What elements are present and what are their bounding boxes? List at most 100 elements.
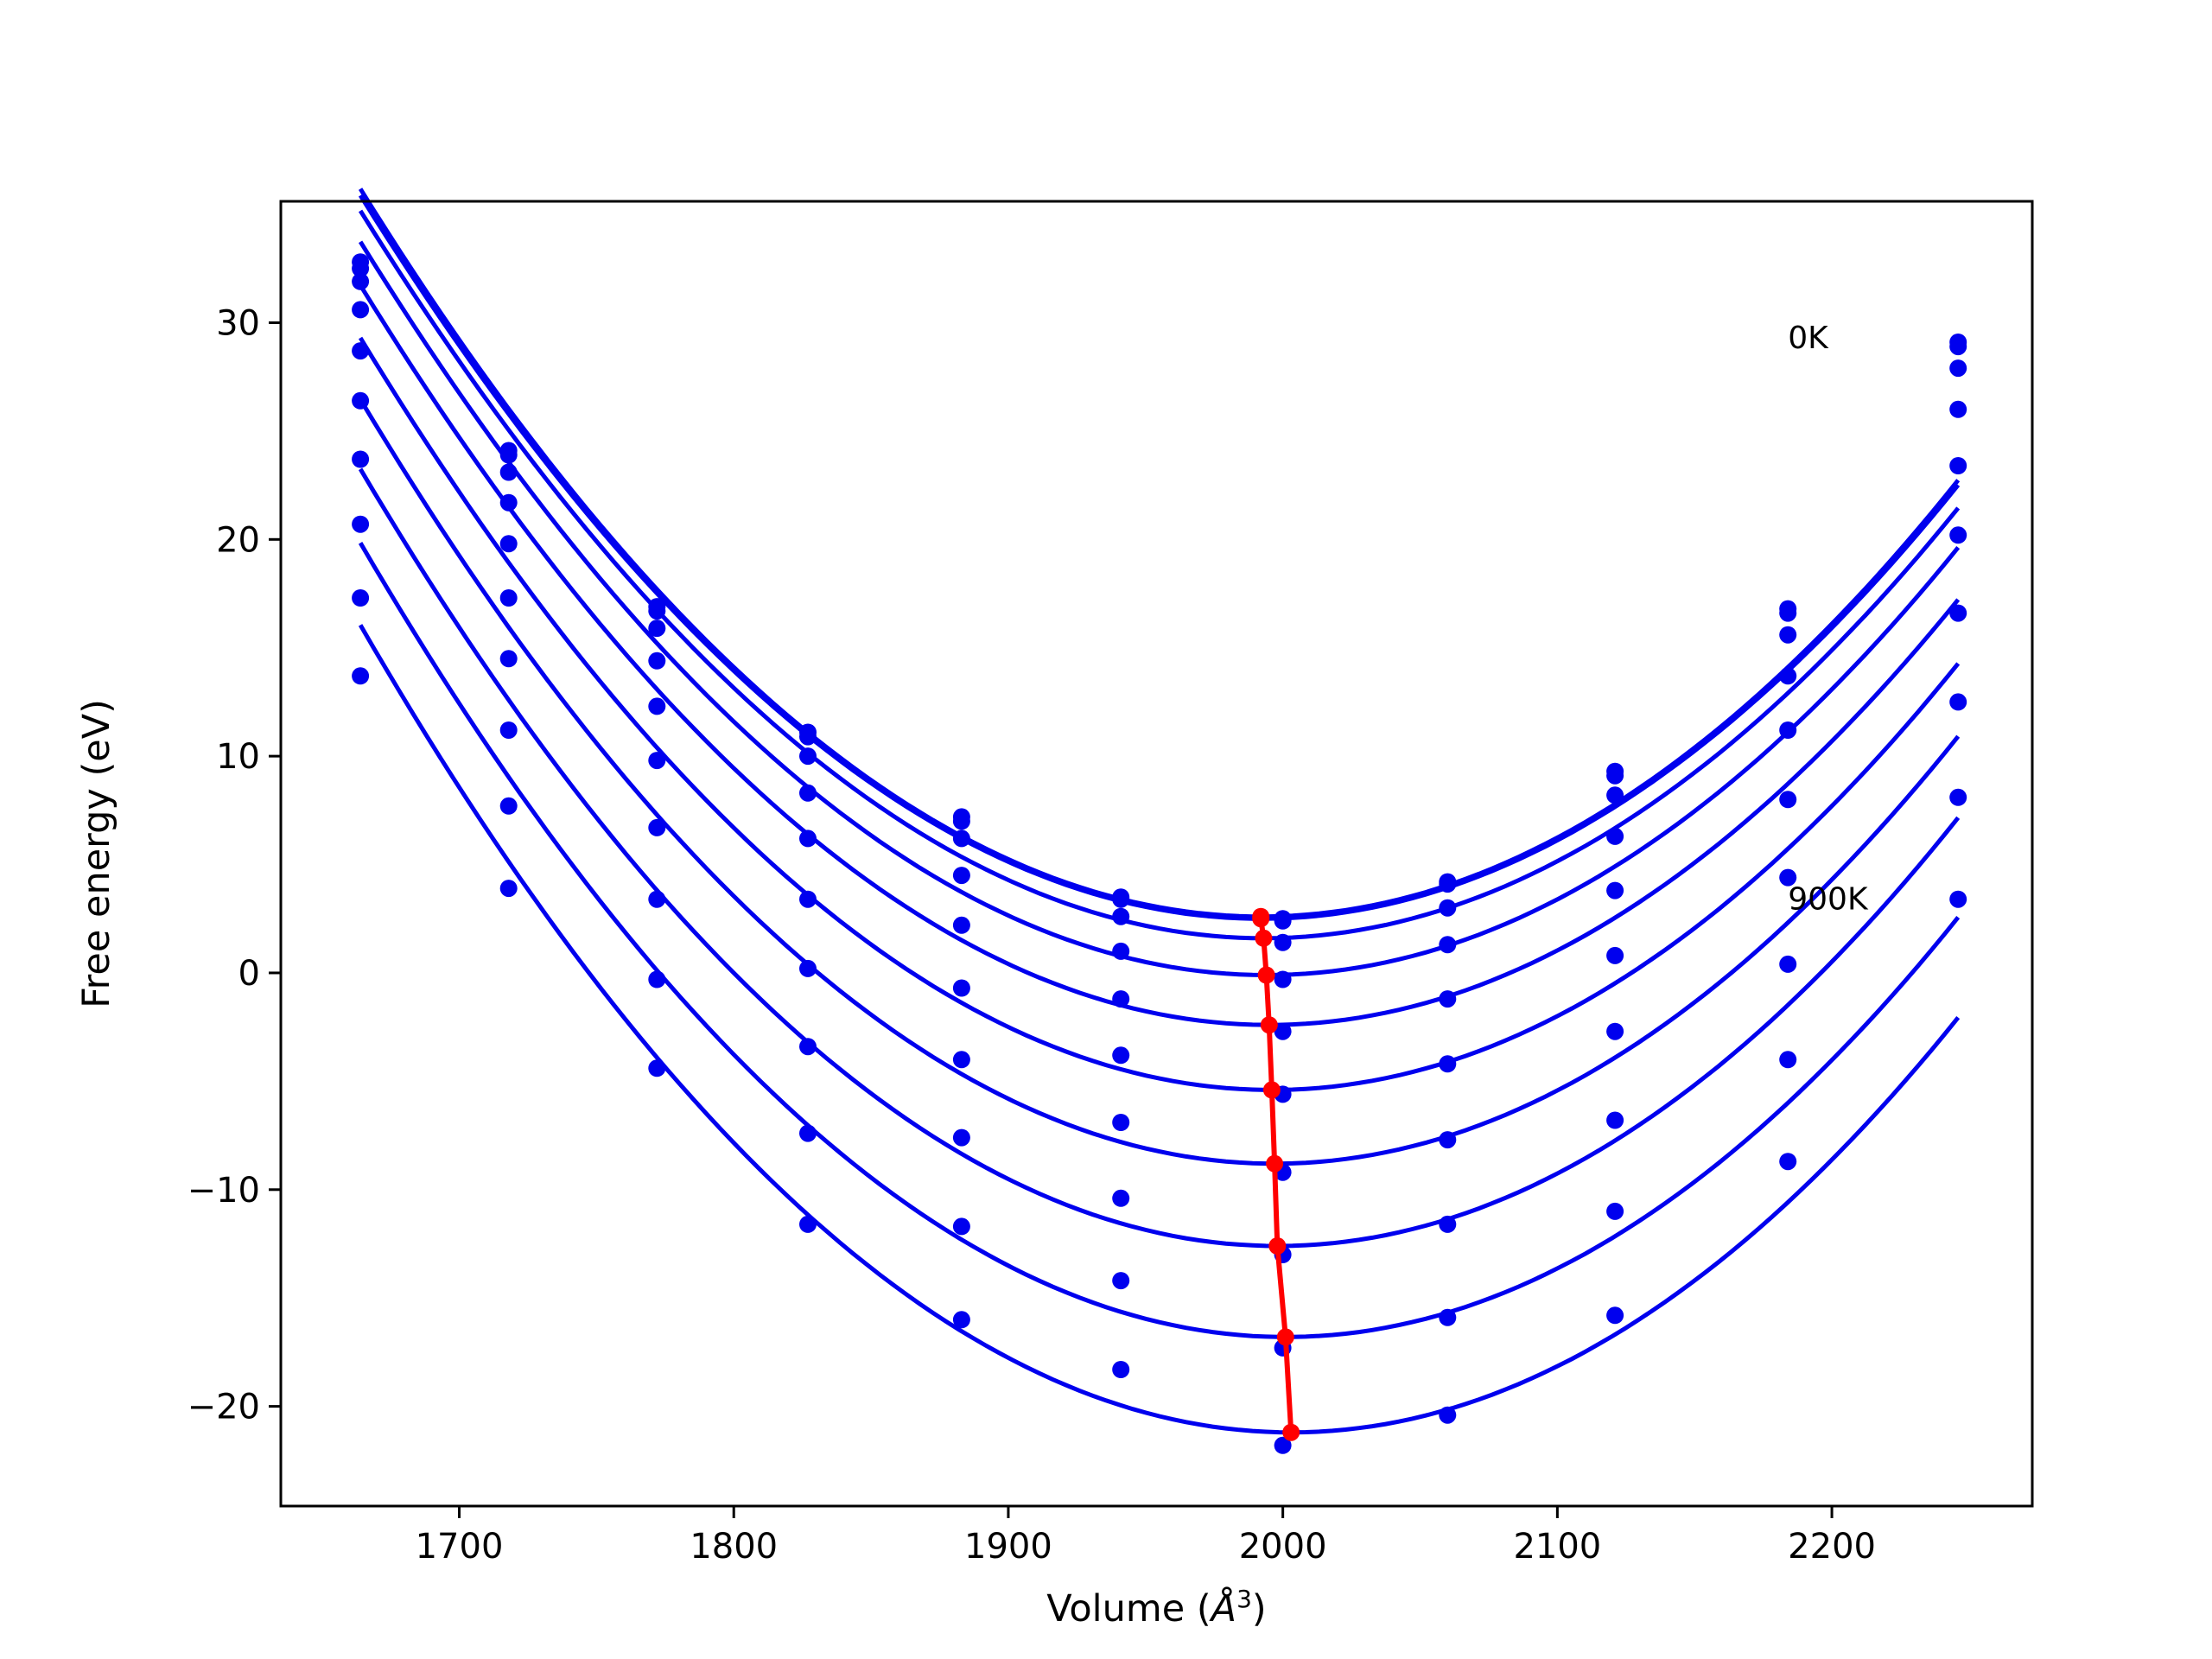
minimum-point-4 bbox=[1260, 1016, 1278, 1034]
data-point-7-3 bbox=[799, 1038, 817, 1056]
data-point-5-1 bbox=[499, 589, 518, 607]
data-point-5-0 bbox=[352, 391, 370, 410]
data-point-8-1 bbox=[499, 797, 518, 815]
data-point-3-2 bbox=[648, 652, 666, 670]
fit-curve-7 bbox=[358, 467, 1961, 1249]
data-point-3-6 bbox=[1274, 970, 1292, 988]
data-point-3-1 bbox=[499, 493, 518, 512]
data-point-6-3 bbox=[799, 959, 817, 977]
data-point-8-8 bbox=[1606, 1202, 1624, 1220]
y-tick-label: 0 bbox=[238, 954, 260, 994]
data-point-9-2 bbox=[648, 1059, 666, 1077]
y-axis-label: Free energy (eV) bbox=[75, 699, 118, 1008]
x-tick-label: 2100 bbox=[1513, 1527, 1601, 1567]
data-point-4-10 bbox=[1949, 457, 1967, 474]
data-point-1-10 bbox=[1949, 338, 1967, 356]
minimum-point-6 bbox=[1266, 1154, 1284, 1173]
data-point-3-7 bbox=[1439, 936, 1457, 954]
data-point-1-3 bbox=[799, 728, 817, 746]
x-tick-label: 2200 bbox=[1788, 1527, 1876, 1567]
data-point-6-0 bbox=[352, 450, 370, 468]
data-point-4-3 bbox=[799, 830, 817, 848]
data-point-8-0 bbox=[352, 589, 370, 607]
data-point-7-9 bbox=[1779, 955, 1797, 973]
data-point-6-2 bbox=[648, 818, 666, 836]
data-point-2-5 bbox=[1112, 907, 1130, 925]
plot-frame bbox=[279, 200, 2034, 1508]
data-point-7-7 bbox=[1439, 1215, 1457, 1233]
data-point-3-10 bbox=[1949, 400, 1967, 418]
data-point-3-9 bbox=[1779, 667, 1797, 685]
data-point-9-5 bbox=[1112, 1361, 1130, 1378]
data-point-4-1 bbox=[499, 535, 518, 553]
annotations: 0K 900K bbox=[1788, 321, 1869, 918]
data-point-8-5 bbox=[1112, 1272, 1130, 1290]
data-point-1-9 bbox=[1779, 604, 1797, 622]
data-point-3-8 bbox=[1606, 827, 1624, 845]
data-point-7-1 bbox=[499, 721, 518, 739]
data-point-4-0 bbox=[352, 342, 370, 360]
x-tick-label: 2000 bbox=[1239, 1527, 1327, 1567]
data-point-1-6 bbox=[1274, 912, 1292, 930]
data-point-5-8 bbox=[1606, 946, 1624, 964]
data-point-7-0 bbox=[352, 515, 370, 533]
data-point-3-0 bbox=[352, 301, 370, 319]
data-point-2-8 bbox=[1606, 786, 1624, 804]
minimum-point-1 bbox=[1252, 910, 1270, 928]
data-point-9-7 bbox=[1439, 1406, 1457, 1424]
data-point-2-1 bbox=[499, 463, 518, 481]
data-point-1-1 bbox=[499, 446, 518, 464]
data-point-8-4 bbox=[952, 1217, 970, 1236]
data-point-4-4 bbox=[952, 916, 970, 934]
data-point-4-2 bbox=[648, 697, 666, 715]
data-point-5-2 bbox=[648, 752, 666, 770]
data-point-9-0 bbox=[352, 667, 370, 685]
x-axis-label-text: Volume ( bbox=[1046, 1587, 1211, 1630]
data-point-2-0 bbox=[352, 272, 370, 290]
x-axis-label-power: 3 bbox=[1236, 1585, 1252, 1613]
data-point-5-7 bbox=[1439, 1055, 1457, 1073]
data-point-7-4 bbox=[952, 1128, 970, 1147]
data-point-2-2 bbox=[648, 620, 666, 638]
data-point-9-6 bbox=[1274, 1436, 1292, 1454]
y-tick-label: 20 bbox=[216, 520, 260, 560]
data-point-8-7 bbox=[1439, 1308, 1457, 1326]
data-point-3-4 bbox=[952, 867, 970, 885]
annotation-0: 0K bbox=[1788, 321, 1829, 356]
data-point-9-3 bbox=[799, 1215, 817, 1233]
data-point-1-0 bbox=[352, 259, 370, 277]
data-point-4-8 bbox=[1606, 881, 1624, 899]
data-point-7-8 bbox=[1606, 1111, 1624, 1129]
data-point-4-6 bbox=[1274, 1022, 1292, 1040]
data-point-6-4 bbox=[952, 1051, 970, 1069]
data-point-2-3 bbox=[799, 747, 817, 766]
minimum-point-7 bbox=[1268, 1237, 1287, 1255]
data-point-4-7 bbox=[1439, 990, 1457, 1008]
x-tick-label: 1800 bbox=[690, 1527, 778, 1567]
data-point-6-5 bbox=[1112, 1114, 1130, 1131]
y-tick-label: −20 bbox=[188, 1388, 260, 1427]
minimum-point-9 bbox=[1282, 1423, 1300, 1441]
data-point-1-4 bbox=[952, 812, 970, 830]
x-tick-label: 1700 bbox=[416, 1527, 504, 1567]
data-point-3-5 bbox=[1112, 942, 1130, 960]
data-point-8-3 bbox=[799, 1124, 817, 1142]
data-point-9-1 bbox=[499, 880, 518, 898]
data-point-9-4 bbox=[952, 1311, 970, 1329]
data-point-9-10 bbox=[1949, 890, 1967, 908]
fit-curves bbox=[358, 188, 1961, 1435]
data-point-7-2 bbox=[648, 890, 666, 908]
x-axis-label-close: ) bbox=[1252, 1587, 1267, 1630]
data-point-7-10 bbox=[1949, 693, 1967, 711]
data-point-1-5 bbox=[1112, 890, 1130, 908]
data-point-5-4 bbox=[952, 979, 970, 997]
data-point-8-9 bbox=[1779, 1051, 1797, 1069]
data-point-5-9 bbox=[1779, 791, 1797, 809]
x-axis-label: Volume (Å3) bbox=[1046, 1585, 1266, 1630]
data-point-5-5 bbox=[1112, 1046, 1130, 1065]
fit-curve-5 bbox=[358, 336, 1961, 1092]
data-point-7-5 bbox=[1112, 1189, 1130, 1207]
data-point-6-1 bbox=[499, 650, 518, 668]
